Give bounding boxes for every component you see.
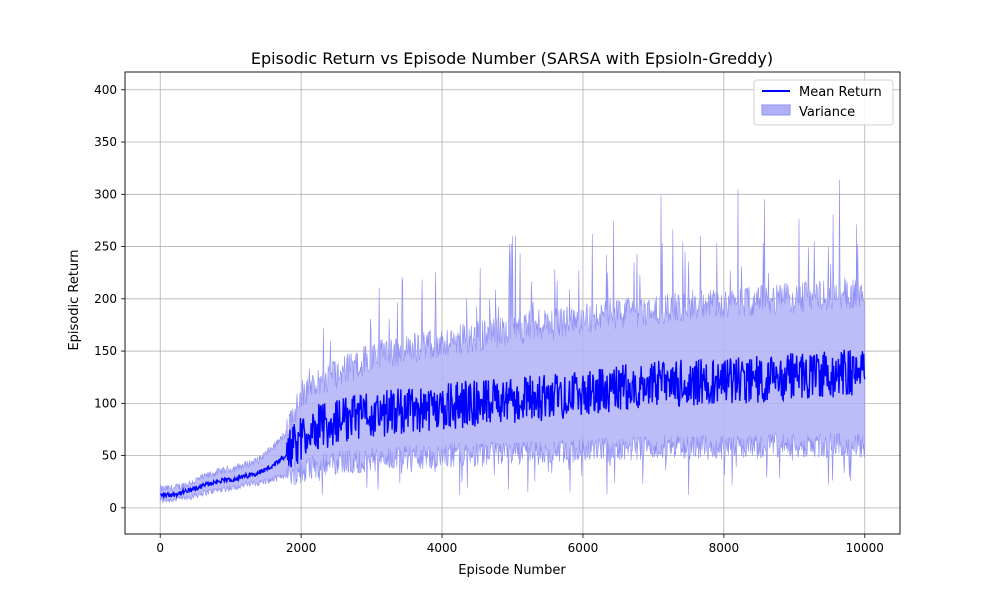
y-tick-label: 350 [94,135,117,149]
y-tick-label: 200 [94,292,117,306]
x-axis-label: Episode Number [458,563,566,578]
legend: Mean Return Variance [753,79,894,126]
x-tick-label: 8000 [709,541,740,555]
y-tick-label: 100 [94,396,117,410]
chart-title: Episodic Return vs Episode Number (SARSA… [251,49,773,68]
y-tick-label: 150 [94,344,117,358]
x-tick-label: 0 [156,541,164,555]
axes: 0 2000 4000 6000 8000 10000 0 50 100 150 200 250 300… [94,71,901,555]
y-tick-label: 0 [109,501,117,515]
x-tick-label: 6000 [568,541,599,555]
y-axis-label: Episodic Return [67,249,82,350]
legend-variance-swatch [761,104,791,116]
legend-mean-label: Mean Return [799,85,882,100]
x-tick-label: 10000 [846,541,884,555]
mean-return-line [159,349,866,500]
x-tick-label: 4000 [427,541,458,555]
y-tick-label: 250 [94,240,117,254]
plot-area [159,179,866,503]
x-tick-label: 2000 [286,541,317,555]
y-tick-label: 400 [94,83,117,97]
legend-variance-label: Variance [799,105,855,120]
y-tick-label: 50 [102,449,117,463]
y-tick-label: 300 [94,187,117,201]
axes-frame [124,71,901,535]
